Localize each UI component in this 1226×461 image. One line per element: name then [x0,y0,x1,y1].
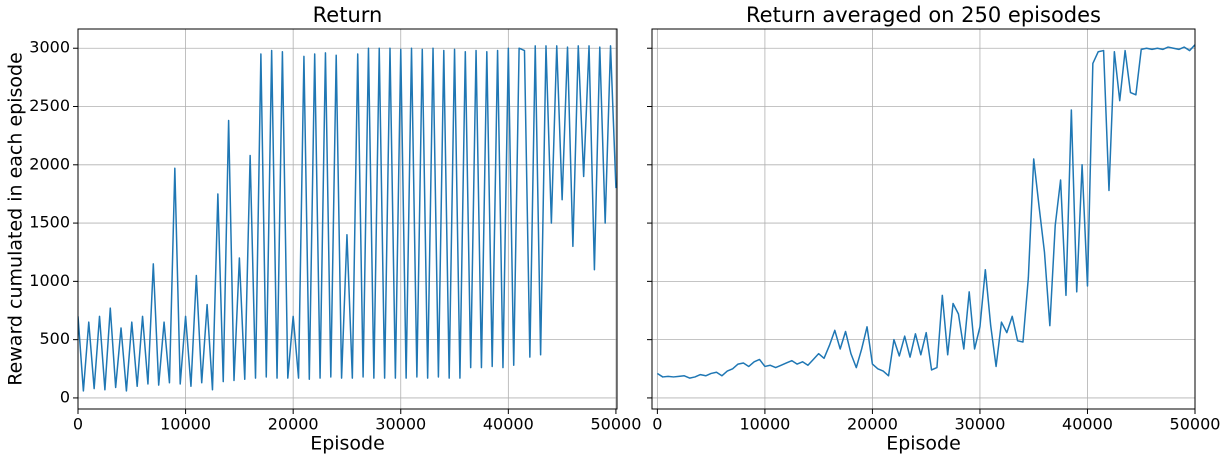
x-tick-label: 20000 [268,415,319,434]
x-axis-label: Episode [310,433,385,455]
x-tick-label: 0 [73,415,83,434]
y-tick-label: 0 [60,387,70,406]
x-tick-label: 40000 [1062,415,1113,434]
chart-title: Return [313,3,383,27]
y-tick-label: 2000 [29,154,70,173]
x-tick-label: 30000 [954,415,1005,434]
x-tick-label: 30000 [375,415,426,434]
chart-title: Return averaged on 250 episodes [746,3,1101,27]
y-tick-label: 3000 [29,38,70,57]
y-tick-label: 1500 [29,213,70,232]
x-tick-label: 20000 [847,415,898,434]
x-tick-label: 40000 [483,415,534,434]
x-tick-label: 10000 [160,415,211,434]
plot-frame [77,28,618,410]
y-axis-label: Reward cumulated in each episode [5,52,27,386]
data-line [656,44,1195,379]
y-tick-label: 2500 [29,96,70,115]
data-line [78,45,617,392]
x-axis-label: Episode [886,433,961,455]
x-tick-label: 50000 [590,415,641,434]
y-tick-label: 1000 [29,271,70,290]
plot-frame [651,28,1196,410]
x-tick-label: 0 [652,415,662,434]
y-tick-label: 500 [39,329,70,348]
x-tick-label: 10000 [739,415,790,434]
x-tick-label: 50000 [1170,415,1221,434]
